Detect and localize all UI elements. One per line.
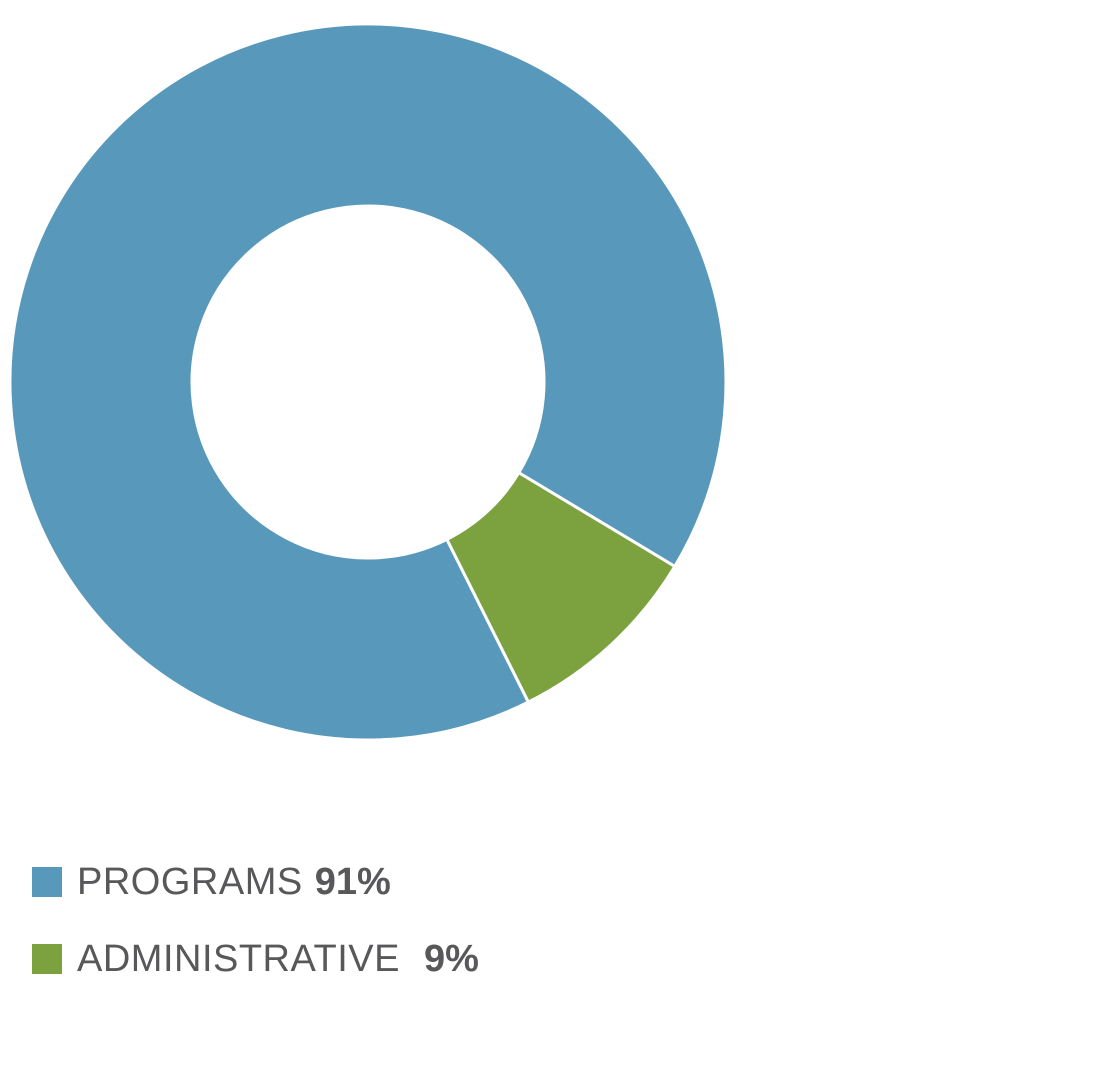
legend-item-programs: PROGRAMS 91% [32, 860, 479, 903]
donut-chart [8, 22, 728, 742]
chart-legend: PROGRAMS 91% ADMINISTRATIVE 9% [32, 860, 479, 1016]
legend-swatch-programs [32, 867, 62, 897]
donut-slice-programs [8, 22, 728, 742]
legend-item-administrative: ADMINISTRATIVE 9% [32, 937, 479, 980]
legend-label-administrative: ADMINISTRATIVE [77, 937, 400, 980]
legend-value-administrative: 9% [424, 937, 479, 980]
legend-value-programs: 91% [314, 860, 391, 903]
legend-label-programs: PROGRAMS [77, 860, 303, 903]
legend-swatch-administrative [32, 944, 62, 974]
